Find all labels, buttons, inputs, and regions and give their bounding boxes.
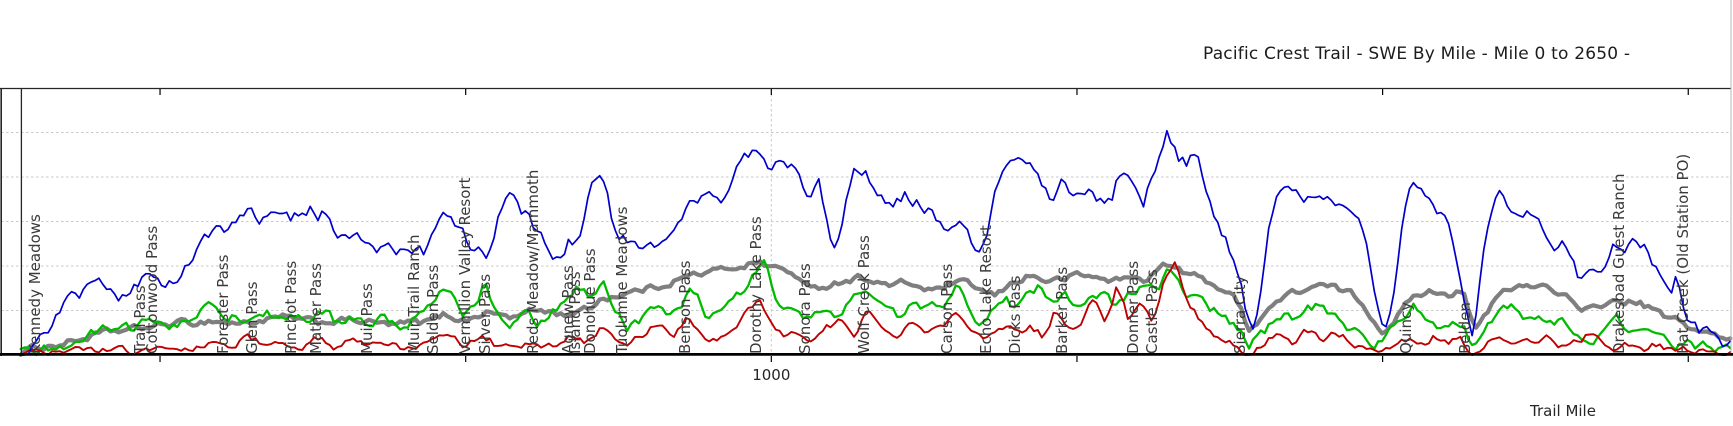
landmark-label: Muir Pass [358,283,377,354]
x-tick-label-1000: 1000 [752,366,791,384]
landmark-label: Echo Lake Resort [976,225,995,354]
landmark-label: Dorothy Lake Pass [746,216,765,354]
landmark-label: Silver Pass [475,273,494,354]
series-line-red [19,261,1732,356]
landmark-label: Dicks Pass [1006,275,1025,354]
landmark-label: Reds Meadow/Mammoth [524,169,543,354]
x-axis-label: Trail Mile [1530,402,1596,420]
landmark-label: Belden [1456,302,1475,354]
landmark-label: Vermillion Valley Resort [456,177,475,354]
landmark-label: Selden Pass [424,264,443,354]
landmark-label: Mather Pass [306,263,325,354]
landmark-label: Barker Pass [1052,266,1071,354]
landmark-label: Pinchot Pass [282,260,301,354]
landmark-label: Quincy [1397,301,1416,354]
landmark-label: Sonora Pass [795,263,814,354]
chart-title: Pacific Crest Trail - SWE By Mile - Mile… [1203,44,1631,64]
landmark-label: Carson Pass [937,263,956,354]
landmark-label: Drakesbad Guest Ranch [1610,173,1629,354]
landmark-label: Donohue Pass [580,248,599,354]
landmark-label: Benson Pass [676,260,695,355]
series-line-blue [19,129,1732,356]
landmark-label: Glen Pass [243,281,262,355]
landmark-label: Cottonwood Pass [143,225,162,354]
landmark-label: Muir Trail Ranch [404,234,423,354]
series-line-green [19,259,1732,357]
landmark-label: Sierra City [1231,275,1250,354]
landmark-label: Tuolumne Meadows [612,206,631,354]
landmark-label: Hat Creek (Old Station PO) [1673,153,1692,354]
landmark-label: Castle Pass [1143,269,1162,354]
series-line-gray-thick [18,259,1733,357]
landmark-label: Donner Pass [1123,260,1142,354]
landmark-label: Forester Pass [213,254,232,354]
landmark-label: Wolf Creek Pass [854,235,873,354]
landmark-label: Kennedy Meadows [25,214,44,354]
